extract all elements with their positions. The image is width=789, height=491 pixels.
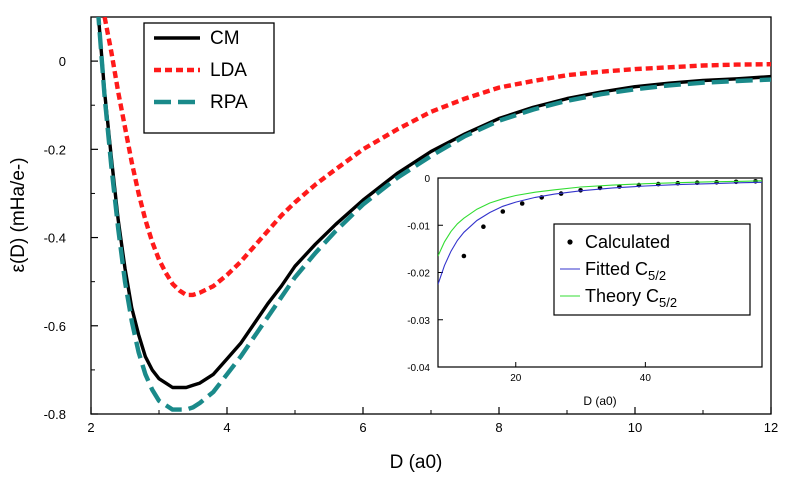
series-rpa-line bbox=[96, 17, 771, 412]
inset-y-tick-label: -0.02 bbox=[407, 269, 430, 280]
inset-y-tick-label: -0.04 bbox=[407, 363, 430, 374]
inset-series-theory-c5-2line bbox=[438, 180, 762, 257]
series-lda-line bbox=[102, 17, 771, 298]
inset-legend: Calculated Fitted C5/2 Theory C5/2 bbox=[553, 223, 751, 316]
inset-y-tick-label: 0 bbox=[424, 174, 430, 185]
main-legend: CM LDA RPA bbox=[143, 22, 275, 134]
inset-x-tick-label: 40 bbox=[640, 373, 652, 384]
main-axes: 2 4 6 8 10 12 0 -0.2 -0.4 -0.6 -0.8 bbox=[44, 16, 778, 435]
calculated-point bbox=[519, 201, 525, 206]
main-y-tick-label: -0.6 bbox=[44, 319, 66, 334]
inset-y-tick-label: -0.01 bbox=[407, 221, 430, 232]
inset-chart: 20 40 0 -0.01 -0.02 -0.03 -0.04 D (a0) Calcula… bbox=[407, 174, 763, 408]
main-series-group bbox=[96, 17, 771, 412]
calculated-point bbox=[481, 224, 486, 229]
main-y-tick-label: -0.8 bbox=[44, 407, 66, 422]
main-x-tick-label: 4 bbox=[223, 420, 230, 435]
inset-y-tick-label: -0.03 bbox=[407, 316, 430, 327]
legend-label-lda: LDA bbox=[210, 60, 247, 81]
main-x-tick-label: 8 bbox=[495, 420, 502, 435]
main-x-tick-label: 10 bbox=[628, 420, 642, 435]
main-y-axis-label: ε(D) (mHa/e-) bbox=[8, 157, 29, 272]
inset-legend-label: Theory C5/2 bbox=[585, 286, 677, 310]
inset-legend-items: Calculated Fitted C5/2 Theory C5/2 bbox=[560, 232, 677, 310]
legend-label-rpa: RPA bbox=[210, 92, 248, 113]
inset-series-group bbox=[438, 179, 762, 285]
inset-x-tick-label: 20 bbox=[510, 373, 522, 384]
calculated-point bbox=[500, 209, 506, 214]
main-y-tick-label: -0.2 bbox=[44, 142, 66, 157]
main-y-tick-label: 0 bbox=[59, 54, 66, 69]
main-legend-box bbox=[143, 22, 275, 134]
calculated-point bbox=[461, 253, 467, 259]
main-x-tick-label: 2 bbox=[87, 420, 94, 435]
main-x-tick-label: 6 bbox=[359, 420, 366, 435]
inset-series-fitted-c5-2line bbox=[438, 181, 762, 285]
main-legend-items: CM LDA RPA bbox=[154, 28, 248, 113]
inset-legend-label: Fitted C5/2 bbox=[585, 259, 666, 283]
legend-label-cm: CM bbox=[210, 28, 240, 49]
main-x-axis-label: D (a0) bbox=[390, 452, 443, 473]
inset-legend-box bbox=[553, 223, 751, 316]
inset-x-axis-label: D (a0) bbox=[583, 394, 616, 408]
inset-legend-swatch-calculated bbox=[567, 239, 573, 245]
main-x-tick-label: 12 bbox=[764, 420, 778, 435]
inset-legend-label: Calculated bbox=[585, 232, 670, 252]
main-y-tick-label: -0.4 bbox=[44, 231, 66, 246]
inset-axes: 20 40 0 -0.01 -0.02 -0.03 -0.04 bbox=[407, 174, 651, 384]
